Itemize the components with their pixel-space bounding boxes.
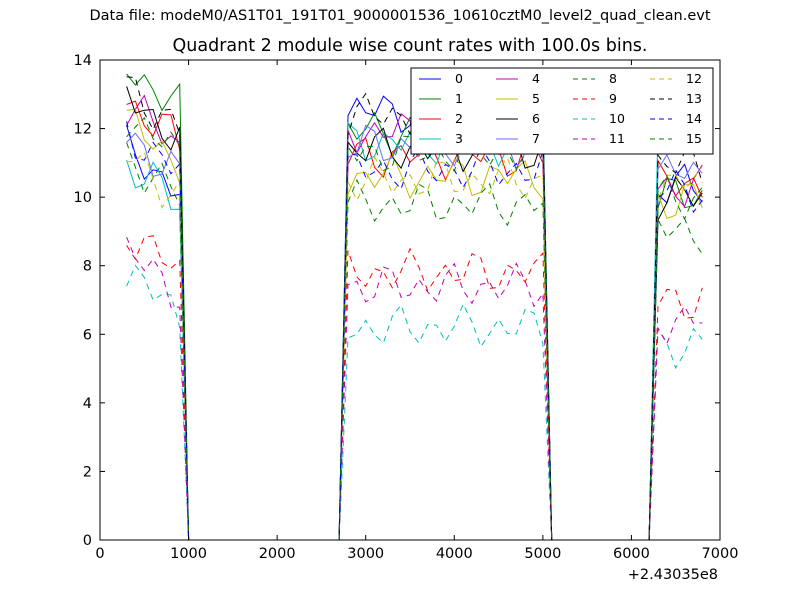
series-line-7 (126, 124, 703, 540)
series-line-12 (126, 151, 703, 540)
y-tick-label: 10 (74, 190, 92, 206)
legend-label-12: 12 (686, 71, 702, 86)
figure-suptitle: Data file: modeM0/AS1T01_191T01_90000015… (89, 8, 711, 24)
x-tick-label: 6000 (613, 546, 650, 562)
legend-label-4: 4 (532, 71, 540, 86)
legend-label-1: 1 (455, 91, 463, 106)
series-line-4 (126, 94, 703, 540)
series-line-15 (126, 117, 703, 540)
legend-label-15: 15 (686, 131, 702, 146)
legend-label-5: 5 (532, 91, 540, 106)
legend-label-14: 14 (686, 111, 702, 126)
series-line-2 (126, 100, 703, 540)
axes-frame (99, 59, 721, 541)
y-tick-label: 6 (83, 327, 92, 343)
x-tick-label: 4000 (436, 546, 473, 562)
series-line-9 (126, 235, 703, 540)
legend-label-7: 7 (532, 131, 540, 146)
legend-box (410, 67, 714, 155)
legend-label-11: 11 (609, 131, 625, 146)
x-tick-label: 0 (95, 546, 104, 562)
legend-label-2: 2 (455, 111, 463, 126)
y-tick-label: 4 (83, 396, 92, 412)
legend-label-6: 6 (532, 111, 540, 126)
legend-label-8: 8 (609, 71, 617, 86)
y-tick-label: 8 (83, 259, 92, 275)
legend-label-0: 0 (455, 71, 463, 86)
plot-border (99, 59, 721, 541)
x-tick-label: 3000 (347, 546, 384, 562)
x-tick-label: 2000 (259, 546, 296, 562)
series-line-3 (126, 114, 703, 540)
legend-label-9: 9 (609, 91, 617, 106)
x-tick-label: 5000 (524, 546, 561, 562)
series-line-0 (126, 92, 703, 540)
legend-label-3: 3 (455, 131, 463, 146)
x-tick-label: 1000 (170, 546, 207, 562)
series-line-11 (126, 237, 703, 540)
chart-title: Quadrant 2 module wise count rates with … (172, 36, 648, 56)
series-line-10 (126, 264, 703, 540)
series-line-14 (126, 121, 703, 540)
series-line-5 (126, 108, 703, 540)
y-tick-label: 0 (83, 533, 92, 549)
series-line-8 (126, 142, 703, 540)
legend-label-13: 13 (686, 91, 702, 106)
y-tick-label: 2 (83, 464, 92, 480)
legend-label-10: 10 (609, 111, 625, 126)
x-tick-label: 7000 (702, 546, 739, 562)
y-tick-label: 12 (74, 122, 92, 138)
y-tick-label: 14 (74, 53, 92, 69)
x-offset-label: +2.43035e8 (628, 567, 718, 583)
